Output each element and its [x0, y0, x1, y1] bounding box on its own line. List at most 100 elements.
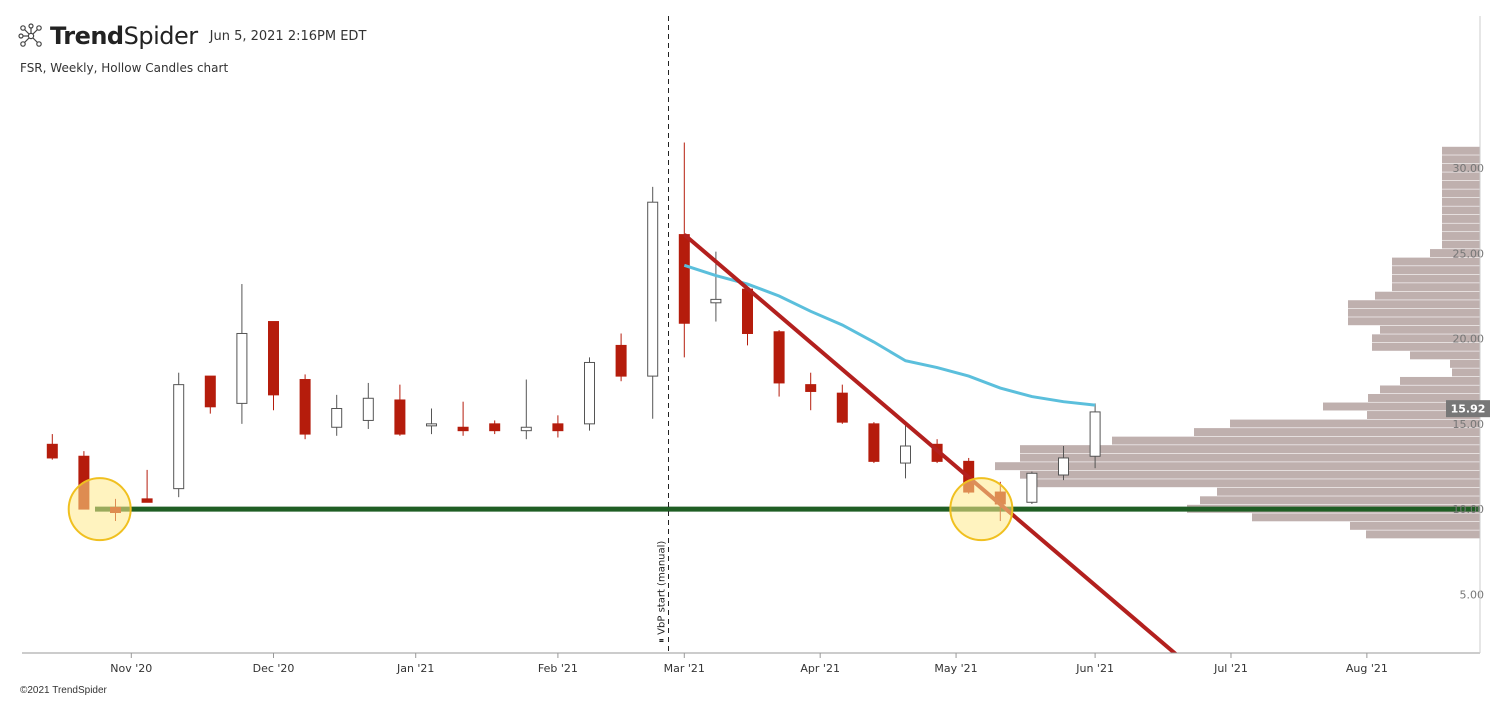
candle-body: [710, 298, 722, 304]
y-tick-label: 30.00: [1453, 162, 1485, 175]
vbp-bar: [1323, 402, 1480, 411]
candles: [46, 142, 1101, 522]
plot-area: [46, 16, 1480, 653]
candle-body: [204, 375, 216, 408]
vbp-bar: [1442, 155, 1480, 164]
candle-body: [647, 201, 659, 377]
vbp-start-label: ⏸ VbP start (manual): [657, 541, 668, 643]
vbp-bar: [1230, 419, 1480, 428]
candle-body: [805, 384, 817, 392]
vbp-bar: [1392, 257, 1480, 266]
vbp-bar: [1442, 172, 1480, 181]
highlight-circle: [67, 477, 132, 542]
brand-light: Spider: [123, 22, 199, 50]
candle-body: [678, 234, 690, 324]
vbp-bar: [995, 462, 1480, 471]
vbp-bar: [1442, 189, 1480, 198]
y-tick-label: 25.00: [1453, 247, 1485, 260]
highlight-circle: [949, 477, 1014, 542]
vbp-bar: [1348, 308, 1480, 317]
candle-body: [236, 332, 248, 404]
candle-body: [1026, 472, 1038, 503]
vbp-bar: [1442, 146, 1480, 155]
vbp-bar: [1442, 232, 1480, 240]
candle-body: [836, 392, 848, 423]
x-tick-label: Jul '21: [1213, 662, 1248, 675]
y-tick-label: 20.00: [1453, 333, 1485, 346]
brand-name: TrendSpider: [50, 22, 198, 50]
vbp-bar: [1020, 445, 1480, 454]
moving-average-line: [683, 263, 1096, 407]
candle-body: [46, 443, 58, 459]
vbp-bar: [1350, 521, 1480, 530]
candle-body: [552, 423, 564, 432]
vbp-bar: [1442, 214, 1480, 223]
vbp-bar: [1020, 453, 1480, 462]
y-tick-label: 15.00: [1453, 418, 1485, 431]
candle-body: [584, 361, 595, 425]
vbp-bar: [1380, 325, 1480, 334]
vbp-bar: [1035, 479, 1480, 488]
candle-body: [868, 423, 880, 462]
candle-body: [394, 399, 406, 435]
vbp-bar: [1400, 376, 1480, 385]
trendspider-logo-icon: [18, 23, 42, 47]
vbp-bar: [1112, 436, 1480, 445]
candle-body: [1089, 411, 1101, 457]
vbp-bar: [1442, 180, 1480, 189]
y-tick-label: 10.00: [1453, 503, 1485, 516]
x-tick-label: Jan '21: [396, 662, 434, 675]
x-tick-label: May '21: [934, 662, 977, 675]
last-price-label: 15.92: [1451, 403, 1486, 416]
candle-body: [773, 331, 785, 384]
vbp-bar: [1367, 411, 1480, 419]
vbp-bar: [1200, 496, 1480, 505]
x-tick-label: Feb '21: [538, 662, 578, 675]
vbp-bar: [1442, 206, 1480, 215]
vbp-bar: [1372, 342, 1480, 351]
vbp-bar: [1392, 274, 1480, 283]
candle-body: [426, 423, 437, 427]
candle-body: [331, 408, 343, 428]
candle-body: [141, 498, 153, 503]
vbp-bar: [1252, 513, 1480, 522]
x-tick-label: Mar '21: [664, 662, 705, 675]
brand-bold: Trend: [50, 22, 124, 50]
candle-body: [457, 426, 469, 432]
candle-body: [900, 445, 911, 464]
vbp-bar: [1217, 487, 1480, 496]
vbp-bar: [1452, 368, 1480, 377]
vbp-bar: [1442, 223, 1480, 232]
candle-body: [742, 288, 753, 334]
vbp-bar: [1375, 291, 1480, 300]
chart-subtitle: FSR, Weekly, Hollow Candles chart: [20, 61, 229, 75]
vbp-bar: [1194, 428, 1480, 437]
volume-by-price: [995, 146, 1480, 539]
vbp-bar: [1348, 300, 1480, 309]
y-tick-label: 5.00: [1460, 588, 1485, 601]
vbp-bar: [1450, 359, 1480, 368]
vbp-bar: [1372, 334, 1480, 343]
timestamp: Jun 5, 2021 2:16PM EDT: [209, 28, 367, 44]
x-tick-label: Dec '20: [253, 662, 295, 675]
x-tick-label: Nov '20: [110, 662, 152, 675]
vbp-bar: [1380, 385, 1480, 394]
vbp-bar: [1368, 394, 1480, 402]
vbp-bar: [1020, 470, 1480, 479]
candle-body: [1058, 457, 1069, 476]
candle-body: [520, 426, 532, 432]
vbp-bar: [1442, 240, 1480, 249]
copyright: ©2021 TrendSpider: [20, 685, 107, 696]
candle-body: [299, 379, 311, 435]
x-tick-label: Jun '21: [1075, 662, 1114, 675]
vbp-bar: [1392, 283, 1480, 292]
vbp-bar: [1392, 266, 1480, 275]
last-price-tag: [1446, 400, 1490, 418]
header: TrendSpider Jun 5, 2021 2:16PM EDT: [18, 20, 366, 52]
vbp-bar: [1430, 249, 1480, 258]
candle-body: [268, 321, 279, 396]
vbp-bar: [1366, 530, 1480, 539]
x-tick-label: Aug '21: [1346, 662, 1388, 675]
candle-body: [173, 384, 185, 490]
